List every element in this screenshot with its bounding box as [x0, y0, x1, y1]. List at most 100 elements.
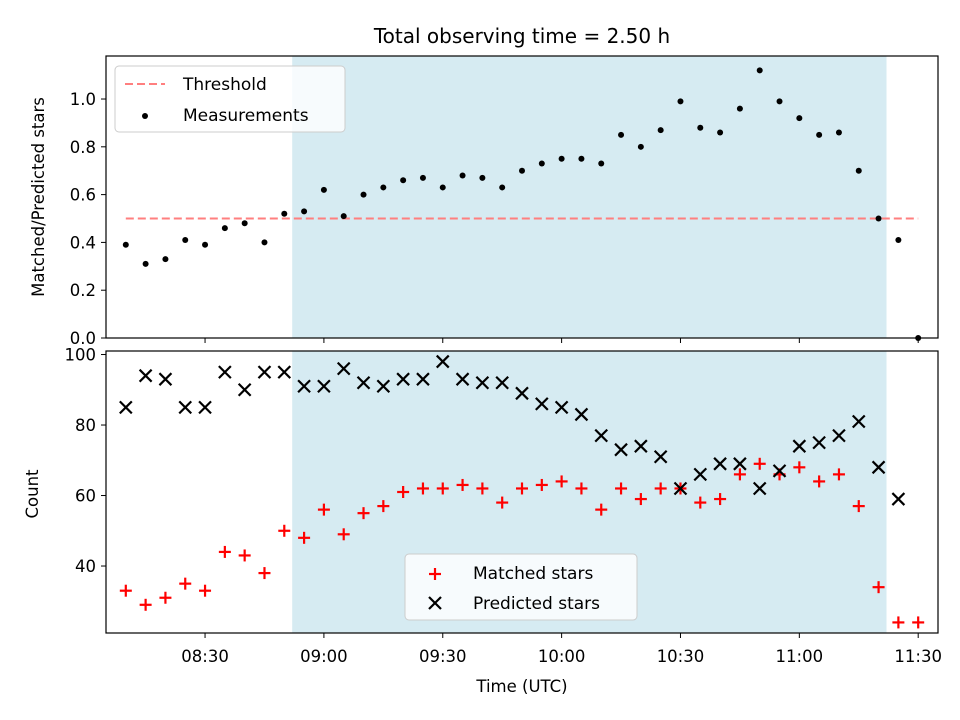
ratio-y-axis-ticks: 0.0 0.2 0.4 0.6 0.8 1.0 — [70, 90, 106, 348]
predicted-star-point — [435, 354, 450, 369]
predicted-star-point — [297, 379, 311, 394]
count-x-tick-label: 09:30 — [419, 647, 467, 666]
predicted-star-point — [416, 372, 430, 386]
measurements-legend-label: Measurements — [183, 106, 309, 126]
measurement-point — [479, 174, 486, 181]
ratio-panel: 0.0 0.2 0.4 0.6 0.8 1.0 Total observing time … — [29, 24, 939, 348]
count-panel: 40 60 80 100 08:30 09:00 09:30 10:00 10:30 11:00… — [23, 346, 942, 696]
measurement-point — [281, 210, 288, 217]
measurement-point — [202, 241, 209, 248]
measurement-point — [816, 131, 823, 138]
matched-star-point — [852, 500, 865, 513]
matched-star-point — [793, 461, 806, 474]
measurement-point — [558, 155, 565, 162]
predicted-star-point — [158, 372, 173, 386]
matched-star-point — [416, 482, 429, 495]
predicted-star-point — [812, 435, 826, 450]
predicted-star-point — [396, 372, 410, 386]
matched-star-point — [714, 493, 727, 506]
matched-star-point — [832, 468, 845, 481]
measurement-point — [439, 184, 446, 191]
matched-star-point — [615, 482, 628, 495]
count-x-axis-ticks: 08:30 09:00 09:30 10:00 10:30 11:00 11:30 — [181, 633, 942, 666]
ratio-shaded-interval — [292, 56, 887, 338]
measurements-series — [122, 67, 922, 341]
predicted-star-point — [535, 397, 549, 411]
predicted-star-point — [614, 442, 628, 457]
count-legend: Matched stars Predicted stars — [404, 553, 638, 621]
predicted-star-point — [277, 365, 292, 379]
predicted-star-point — [515, 386, 529, 401]
measurement-point — [756, 67, 763, 74]
predicted-star-point — [713, 457, 727, 471]
measurement-point — [340, 213, 347, 220]
measurement-point — [320, 186, 327, 193]
measurement-point — [677, 98, 684, 105]
matched-star-point — [179, 577, 192, 590]
predicted-star-point — [317, 379, 331, 394]
measurement-point — [142, 260, 149, 267]
measurement-point — [697, 124, 704, 131]
matched-star-point — [119, 584, 132, 597]
predicted-star-point — [752, 481, 767, 496]
measurement-point — [380, 184, 387, 191]
predicted-star-point — [693, 467, 708, 482]
matched-star-point — [258, 567, 271, 580]
matched-star-point — [337, 528, 350, 541]
predicted-star-point — [495, 375, 509, 390]
count-y-tick-label: 40 — [75, 557, 96, 576]
measurement-point — [598, 160, 605, 167]
predicted-star-point — [653, 449, 668, 464]
matched-star-point — [397, 486, 410, 498]
predicted-star-point — [376, 379, 391, 394]
predicted-stars-legend-swatch — [428, 596, 442, 610]
predicted-star-point — [673, 481, 688, 496]
measurement-point — [657, 127, 664, 134]
predicted-star-point — [475, 375, 490, 390]
measurement-point — [895, 237, 902, 244]
matched-star-point — [694, 496, 707, 509]
measurement-point — [400, 177, 407, 184]
count-y-tick-label: 100 — [65, 346, 97, 365]
measurement-point — [578, 155, 585, 162]
predicted-star-point — [574, 407, 589, 422]
count-y-tick-label: 80 — [75, 416, 96, 435]
ratio-y-tick-label: 0.0 — [70, 329, 96, 348]
predicted-star-point — [554, 400, 569, 415]
measurement-point — [637, 143, 644, 150]
matched-star-point — [575, 482, 588, 495]
count-x-tick-label: 11:00 — [776, 647, 824, 666]
measurement-point — [459, 172, 466, 179]
ratio-y-axis-label: Matched/Predicted stars — [29, 97, 48, 297]
predicted-star-point — [356, 375, 371, 390]
ratio-y-tick-label: 0.4 — [70, 233, 96, 252]
measurement-point — [241, 220, 248, 227]
measurement-point — [301, 208, 308, 215]
measurement-point — [855, 167, 862, 174]
measurement-point — [618, 131, 625, 138]
matched-star-point — [456, 478, 469, 491]
ratio-legend-box — [114, 65, 346, 133]
predicted-star-point — [237, 382, 252, 397]
predicted-star-point — [218, 365, 232, 379]
predicted-star-point — [772, 464, 787, 478]
ratio-y-tick-label: 1.0 — [70, 90, 96, 109]
measurement-point — [122, 241, 129, 248]
matched-star-point — [377, 500, 390, 513]
matched-star-point — [199, 584, 212, 597]
count-x-tick-label: 10:00 — [538, 647, 586, 666]
matched-stars-legend-label: Matched stars — [473, 564, 593, 584]
ratio-y-tick-label: 0.6 — [70, 186, 96, 205]
predicted-star-point — [119, 400, 133, 415]
matched-star-point — [813, 475, 826, 488]
measurement-point — [519, 167, 525, 174]
ratio-y-tick-label: 0.8 — [70, 138, 96, 157]
count-x-tick-label: 09:00 — [300, 647, 348, 666]
matched-star-point — [496, 496, 509, 509]
predicted-star-point — [336, 361, 351, 376]
measurement-point — [360, 191, 367, 198]
matched-stars-series — [119, 457, 925, 629]
matched-star-point — [634, 493, 647, 506]
measurement-point — [796, 115, 803, 122]
measurement-point — [162, 256, 169, 263]
